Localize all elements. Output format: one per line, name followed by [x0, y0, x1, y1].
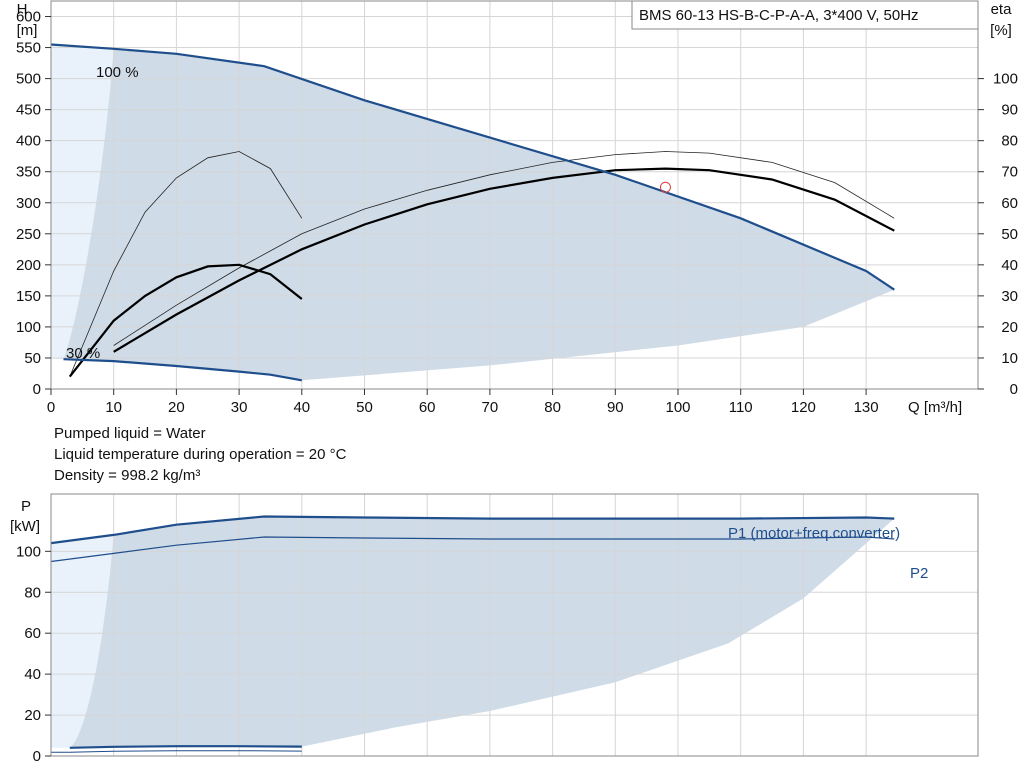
p-axis-label: P: [21, 498, 31, 515]
power-y-tick-label: 100: [16, 543, 41, 560]
p2-legend-label: P2: [910, 565, 928, 582]
p2-30-curve: [51, 750, 302, 753]
y2-tick-label: 20: [1001, 319, 1018, 336]
operating-range-region: [63, 48, 895, 381]
y2-tick-label: 60: [1001, 195, 1018, 212]
x-tick-label: 10: [105, 399, 122, 416]
y2-tick-label: 70: [1001, 164, 1018, 181]
eta-y-ticks: 0 10 20 30 40 50 60 70 80 90 100: [978, 71, 1018, 398]
eta-30-curve: [68, 263, 303, 378]
y-tick-label: 350: [16, 164, 41, 181]
power-y-tick-label: 40: [24, 666, 41, 683]
head-plot-frame: [50, 0, 979, 390]
eta-30-thin-curve: [69, 151, 303, 377]
eta-100-thin-curve: [113, 151, 895, 346]
speed-30-label: 30 %: [66, 345, 100, 362]
p1-30-curve: [69, 745, 302, 749]
power-chart: 0 20 40 60 80 100 P [kW] P1 (motor+freq.conve…: [10, 493, 979, 765]
x-tick-label: 0: [47, 399, 55, 416]
power-y-ticks: 0 20 40 60 80 100: [16, 543, 51, 765]
duty-point-marker: [659, 181, 671, 193]
p2-curve: [50, 536, 895, 563]
power-y-tick-label: 0: [33, 748, 41, 765]
h-axis-label: H: [17, 1, 28, 18]
power-low-speed-region: [51, 534, 114, 748]
power-y-tick-label: 60: [24, 625, 41, 642]
p1-legend-label: P1 (motor+freq.converter): [728, 525, 900, 542]
power-y-tick-label: 80: [24, 584, 41, 601]
x-tick-label: 20: [168, 399, 185, 416]
power-grid: [51, 494, 978, 756]
head-y-ticks: 0 50 100 150 200 250 300 350 400 450 500 550 600: [16, 9, 51, 398]
h-axis-unit: [m]: [17, 22, 38, 39]
y-tick-label: 200: [16, 257, 41, 274]
liquid-temperature-text: Liquid temperature during operation = 20…: [54, 446, 347, 463]
y2-tick-label: 10: [1001, 350, 1018, 367]
y2-tick-label: 50: [1001, 226, 1018, 243]
q-x-ticks: 0 10 20 30 40 50 60 70 80 90 100 110 120 130: [47, 389, 879, 416]
operating-range-fill: [51, 44, 895, 381]
eta-axis-unit: [%]: [990, 22, 1012, 39]
x-tick-label: 90: [607, 399, 624, 416]
x-tick-label: 130: [854, 399, 879, 416]
power-curves: [50, 515, 895, 753]
y-tick-label: 550: [16, 40, 41, 57]
eta-100-curve: [113, 167, 895, 353]
head-curves: [50, 43, 895, 382]
q-axis-label: Q [m³/h]: [908, 399, 962, 416]
y-tick-label: 300: [16, 195, 41, 212]
power-range-region: [69, 516, 895, 748]
x-tick-label: 110: [729, 399, 753, 416]
y2-tick-label: 90: [1001, 102, 1018, 119]
y-tick-label: 400: [16, 133, 41, 150]
x-tick-label: 50: [356, 399, 373, 416]
x-tick-label: 70: [482, 399, 499, 416]
pumped-liquid-text: Pumped liquid = Water: [54, 425, 206, 442]
y2-tick-label: 0: [1010, 381, 1018, 398]
x-tick-label: 120: [791, 399, 816, 416]
y-tick-label: 450: [16, 102, 41, 119]
power-plot-frame: [50, 493, 979, 757]
density-text: Density = 998.2 kg/m³: [54, 467, 201, 484]
x-tick-label: 100: [665, 399, 690, 416]
chart-title: BMS 60-13 HS-B-C-P-A-A, 3*400 V, 50Hz: [639, 7, 919, 24]
x-tick-label: 30: [231, 399, 248, 416]
y-tick-label: 0: [33, 381, 41, 398]
x-tick-label: 80: [544, 399, 561, 416]
speed-100-label: 100 %: [96, 64, 139, 81]
y2-tick-label: 100: [993, 71, 1018, 88]
eta-axis-label: eta: [991, 1, 1013, 18]
y-tick-label: 100: [16, 319, 41, 336]
y-tick-label: 600: [16, 9, 41, 26]
head-100-curve: [50, 43, 895, 291]
title-box: [631, 0, 979, 30]
power-y-tick-label: 20: [24, 707, 41, 724]
y2-tick-label: 40: [1001, 257, 1018, 274]
p1-curve: [50, 515, 895, 545]
y-tick-label: 250: [16, 226, 41, 243]
head-30-curve: [63, 358, 302, 382]
y-tick-label: 50: [24, 350, 41, 367]
y-tick-label: 500: [16, 71, 41, 88]
y2-tick-label: 30: [1001, 288, 1018, 305]
y-tick-label: 150: [16, 288, 41, 305]
p-axis-unit: [kW]: [10, 518, 40, 535]
power-range-fill: [51, 516, 895, 748]
x-tick-label: 60: [419, 399, 436, 416]
x-tick-label: 40: [293, 399, 310, 416]
low-speed-region: [51, 44, 114, 360]
liquid-info: Pumped liquid = Water Liquid temperature…: [54, 423, 346, 486]
y2-tick-label: 80: [1001, 133, 1018, 150]
